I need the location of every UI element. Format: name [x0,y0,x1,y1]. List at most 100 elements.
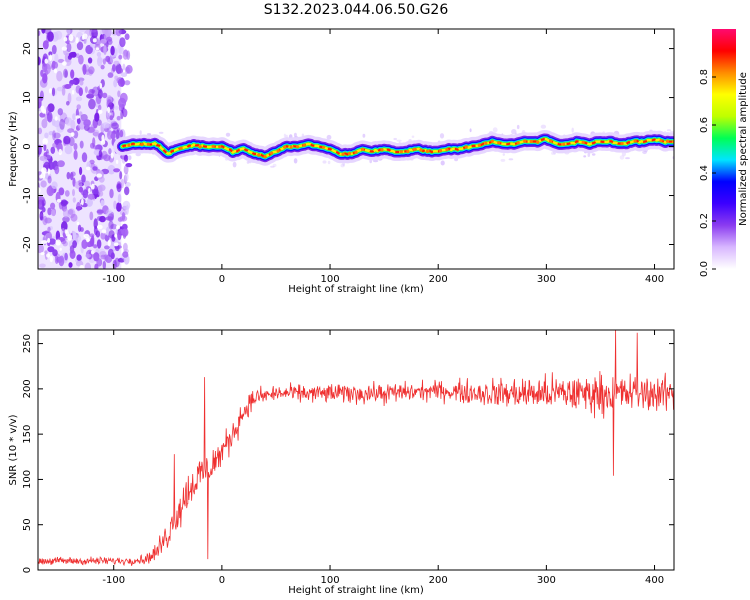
noise-speck [73,234,82,243]
noise-speck [70,69,75,79]
noise-gap [97,109,103,114]
noise-speck [113,79,118,88]
noise-gap [58,148,63,156]
noise-gap [55,116,58,121]
spectrogram-x-tick-label: 0 [219,274,225,285]
noise-gap [107,106,111,113]
snr-x-label: Height of straight line (km) [288,585,424,596]
noise-speck [117,90,121,98]
noise-speck [41,118,48,129]
trace-peak [140,142,144,147]
chart-title: S132.2023.044.06.50.G26 [264,2,449,18]
noise-speck [114,75,119,80]
noise-speck [38,196,45,205]
noise-gap [76,221,80,226]
trace-peak [536,140,540,144]
noise-speck [114,105,119,110]
trace-peak [218,145,222,149]
noise-speck [62,216,70,223]
noise-speck [119,129,124,138]
noise-speck [124,172,129,182]
trace-peak [581,140,585,144]
spectrogram-x-tick-label: 300 [537,274,556,285]
noise-speck [51,209,56,217]
noise-speck [110,45,115,56]
trace-peak [296,145,300,149]
noise-speck [66,171,71,180]
colorbar-tick-label: 0.2 [699,213,710,229]
spectral-speck [293,158,298,164]
noise-speck [107,213,114,222]
spectral-speck [127,155,132,161]
noise-speck [124,33,130,40]
noise-speck [103,254,109,262]
noise-speck [123,154,129,162]
noise-speck [89,29,98,33]
noise-speck [112,64,116,72]
spectral-speck [146,133,152,136]
trace-peak [146,142,150,146]
noise-speck [61,87,66,96]
noise-speck [110,133,116,140]
noise-speck [81,239,88,249]
noise-speck [79,166,83,176]
spectral-speck [642,150,647,155]
noise-gap [63,37,68,42]
noise-speck [94,263,99,269]
colorbar-tick-label: 0.6 [699,117,710,133]
snr-y-tick-label: 150 [22,425,33,444]
colorbar-gradient [712,29,736,269]
noise-gap [49,54,53,62]
spectral-speck [540,124,547,129]
noise-speck [125,163,133,168]
trace-peak [360,147,365,151]
noise-gap [115,159,119,164]
spectral-speck [372,159,379,163]
trace-peak [354,150,358,154]
noise-speck [89,159,95,165]
noise-speck [114,257,120,268]
noise-speck [123,242,128,252]
noise-gap [40,252,45,256]
noise-speck [69,250,76,259]
noise-speck [100,254,107,260]
trace-peak [633,139,637,143]
noise-speck [88,98,96,110]
noise-speck [38,127,43,135]
colorbar-tick-label: 0.4 [699,165,710,181]
noise-gap [82,33,88,40]
noise-gap [44,58,48,64]
noise-speck [72,113,76,120]
noise-speck [83,38,88,44]
noise-speck [54,165,60,175]
noise-speck [39,212,44,221]
noise-speck [38,56,41,66]
noise-speck [101,29,109,35]
noise-speck [56,70,63,82]
noise-speck [119,171,123,180]
colorbar-tick-label: 0.0 [699,261,710,277]
noise-gap [116,225,120,230]
noise-speck [51,181,58,189]
trace-peak [620,142,624,146]
noise-speck [70,213,78,222]
noise-speck [38,144,42,155]
noise-speck [120,178,124,189]
spectral-speck [396,139,402,142]
noise-speck [63,68,68,79]
noise-speck [81,152,88,163]
spectrogram-x-tick-label: 400 [645,274,664,285]
noise-speck [43,29,52,35]
noise-gap [71,90,75,95]
noise-speck [108,220,114,230]
spectrogram-y-tick-label: 20 [22,42,33,55]
trace-peak [438,149,442,153]
noise-speck [72,197,76,203]
noise-speck [115,29,122,37]
noise-speck [47,207,52,216]
noise-speck [94,112,100,122]
noise-speck [84,262,91,269]
noise-speck [50,146,56,154]
noise-speck [116,202,122,212]
